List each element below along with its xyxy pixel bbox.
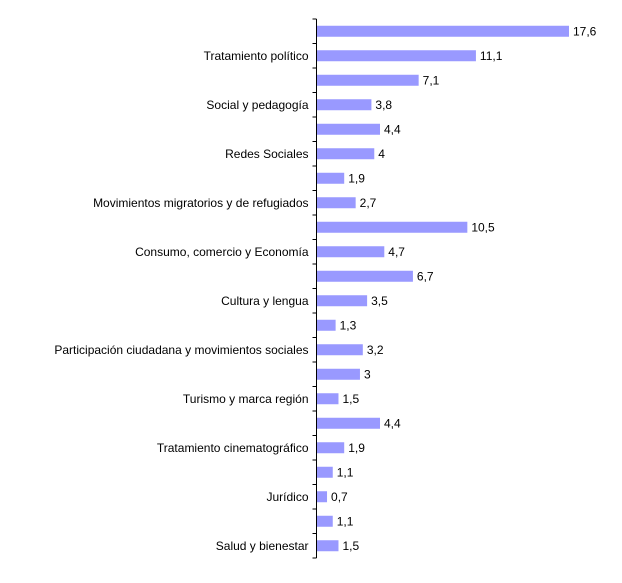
value-label: 6,7 — [417, 269, 434, 283]
bar — [317, 442, 345, 454]
value-label: 4 — [378, 147, 385, 161]
bar — [317, 270, 413, 282]
value-label: 1,9 — [348, 171, 365, 185]
category-label: Jurídico — [266, 490, 308, 504]
category-label: Social y pedagogía — [206, 98, 308, 112]
bar — [317, 74, 419, 86]
value-label: 3,5 — [371, 294, 388, 308]
bar — [317, 172, 345, 184]
value-label: 1,3 — [340, 318, 357, 332]
bar — [317, 197, 356, 209]
category-label: Consumo, comercio y Economía — [135, 245, 309, 259]
category-label: Redes Sociales — [225, 147, 308, 161]
bar — [317, 25, 569, 37]
category-label: Turismo y marca región — [183, 392, 309, 406]
value-label: 1,1 — [337, 514, 354, 528]
value-label: 2,7 — [360, 196, 377, 210]
category-ticks — [312, 18, 317, 559]
bar — [317, 319, 336, 331]
value-label: 4,7 — [388, 245, 405, 259]
value-label: 1,9 — [348, 441, 365, 455]
value-label: 3,2 — [367, 343, 384, 357]
value-label: 11,1 — [480, 49, 503, 63]
bar — [317, 221, 468, 233]
value-labels: 17,6 11,1 7,1 3,8 4,4 4 1,9 2,7 10,5 4,7 6,7 3,5 1,3… — [331, 24, 597, 553]
bar — [317, 246, 385, 258]
category-label: Participación ciudadana y movimientos so… — [54, 343, 308, 357]
value-label: 0,7 — [331, 490, 348, 504]
value-label: 1,5 — [342, 392, 359, 406]
value-label: 3 — [364, 367, 371, 381]
value-label: 3,8 — [375, 98, 392, 112]
category-label: Salud y bienestar — [216, 539, 309, 553]
value-label: 7,1 — [423, 73, 440, 87]
bar — [317, 123, 380, 135]
bar — [317, 295, 368, 307]
bar — [317, 540, 339, 552]
bar — [317, 491, 328, 503]
value-label: 17,6 — [573, 24, 597, 38]
category-label: Tratamiento político — [204, 49, 309, 63]
category-label: Tratamiento cinematográfico — [157, 441, 309, 455]
value-label: 4,4 — [384, 416, 401, 430]
value-label: 4,4 — [384, 122, 401, 136]
bar — [317, 515, 333, 527]
bar — [317, 50, 476, 62]
category-label: Cultura y lengua — [221, 294, 309, 308]
value-label: 10,5 — [471, 220, 495, 234]
value-label: 1,1 — [337, 465, 354, 479]
value-label: 1,5 — [342, 539, 359, 553]
bar — [317, 368, 360, 380]
bar — [317, 148, 375, 160]
category-labels: Tratamiento político Social y pedagogía Re… — [54, 49, 308, 553]
bar — [317, 99, 372, 111]
bar — [317, 344, 363, 356]
bar — [317, 393, 339, 405]
bar — [317, 466, 333, 478]
bar — [317, 417, 380, 429]
bars-group — [317, 25, 569, 552]
category-label: Movimientos migratorios y de refugiados — [93, 196, 308, 210]
